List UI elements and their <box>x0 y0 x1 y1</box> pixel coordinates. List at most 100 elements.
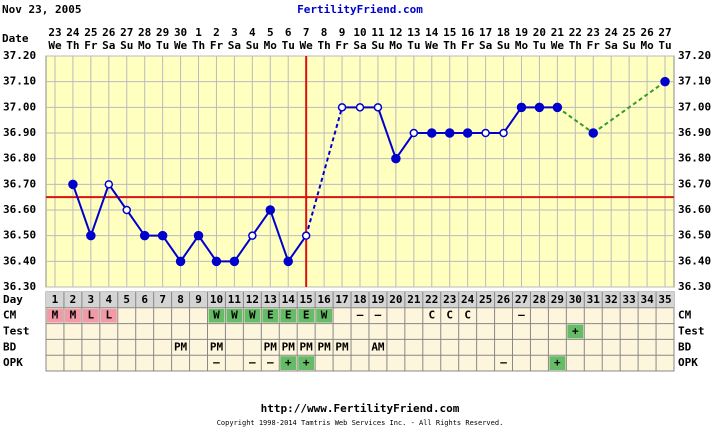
temperature-point <box>481 128 490 138</box>
gap-connector <box>556 106 594 134</box>
date-label: 14 <box>425 26 439 39</box>
cell-text: – <box>500 356 507 369</box>
cell-text: PM <box>317 340 331 353</box>
weekday-label: Mo <box>515 39 529 52</box>
day-number: 5 <box>123 293 130 306</box>
date-label: 27 <box>658 26 671 39</box>
date-label: 12 <box>389 26 402 39</box>
y-tick-label-right: 36.80 <box>678 152 711 165</box>
cell-fill <box>64 308 81 323</box>
weekday-label: Tu <box>658 39 671 52</box>
y-tick-label-right: 37.20 <box>678 49 711 62</box>
y-tick-label: 36.60 <box>3 203 36 216</box>
temperature-point <box>265 205 276 215</box>
date-label: 11 <box>371 26 385 39</box>
date-label: Date <box>2 32 29 45</box>
day-number: 1 <box>52 293 59 306</box>
weekday-label: Mo <box>389 39 403 52</box>
cell-text: E <box>303 309 310 322</box>
day-number: 11 <box>228 293 242 306</box>
day-number: 30 <box>569 293 582 306</box>
weekday-label: Th <box>443 39 456 52</box>
row-label-right: BD <box>678 340 692 353</box>
date-label: 19 <box>515 26 528 39</box>
row-label-right: OPK <box>678 356 698 369</box>
cell-text: – <box>375 309 382 322</box>
date-label: 7 <box>303 26 310 39</box>
day-number: 23 <box>443 293 456 306</box>
y-tick-label-right: 36.50 <box>678 229 711 242</box>
date-label: 24 <box>605 26 619 39</box>
temperature-point <box>193 230 204 241</box>
cell-text: – <box>357 309 364 322</box>
temperature-point <box>534 102 545 113</box>
footer-url[interactable]: http://www.FertilityFriend.com <box>261 402 460 415</box>
cell-text: PM <box>210 340 224 353</box>
cell-text: W <box>249 309 256 322</box>
weekday-label: Fr <box>461 39 475 52</box>
cell-text: W <box>321 309 328 322</box>
cell-text: PM <box>335 340 349 353</box>
date-label: 10 <box>353 26 366 39</box>
weekday-label: Tu <box>282 39 295 52</box>
weekday-label: Su <box>371 39 384 52</box>
chart-date: Nov 23, 2005 <box>2 3 81 16</box>
y-tick-label: 36.50 <box>3 229 36 242</box>
day-number: 18 <box>353 293 366 306</box>
date-label: 6 <box>285 26 292 39</box>
weekday-label: Mo <box>640 39 654 52</box>
day-number: 7 <box>159 293 166 306</box>
cell-fill <box>298 308 315 323</box>
cell-text: – <box>249 356 256 369</box>
cell-text: E <box>285 309 292 322</box>
date-label: 24 <box>66 26 80 39</box>
row-label: Test <box>3 325 30 338</box>
temperature-point <box>355 103 365 112</box>
day-number: 8 <box>177 293 184 306</box>
day-number: 16 <box>317 293 331 306</box>
cell-fill <box>262 308 279 323</box>
date-label: 25 <box>623 26 636 39</box>
site-name[interactable]: FertilityFriend.com <box>297 3 423 16</box>
date-label: 26 <box>640 26 654 39</box>
weekday-label: Su <box>120 39 133 52</box>
row-label: CM <box>3 309 17 322</box>
day-number: 29 <box>551 293 564 306</box>
temperature-point <box>157 230 168 241</box>
date-label: 23 <box>587 26 600 39</box>
footer-copyright: Copyright 1998-2014 Tamtris Web Services… <box>217 419 504 427</box>
y-tick-label-right: 36.40 <box>678 254 711 267</box>
day-number: 3 <box>88 293 95 306</box>
cell-text: C <box>446 309 453 322</box>
weekday-label: Tu <box>533 39 546 52</box>
temperature-point <box>122 205 131 215</box>
date-label: 4 <box>249 26 256 39</box>
date-label: 1 <box>195 26 202 39</box>
day-number: 14 <box>282 293 296 306</box>
cell-text: – <box>213 356 220 369</box>
day-number: 26 <box>497 293 511 306</box>
temperature-point <box>660 76 670 87</box>
date-label: 25 <box>84 26 97 39</box>
weekday-label: We <box>551 39 565 52</box>
weekday-label: Tu <box>407 39 420 52</box>
cell-text: + <box>303 356 310 369</box>
weekday-label: Th <box>317 39 330 52</box>
cell-text: – <box>518 309 525 322</box>
day-number: 17 <box>335 293 348 306</box>
cell-fill <box>226 308 243 323</box>
cell-fill <box>316 308 333 323</box>
cell-fill <box>208 308 225 323</box>
cell-text: E <box>267 309 274 322</box>
temperature-point <box>139 230 150 241</box>
cell-text: L <box>88 309 95 322</box>
cell-fill <box>567 324 584 339</box>
cell-fill <box>280 308 297 323</box>
date-label: 18 <box>497 26 510 39</box>
cell-text: + <box>554 356 561 369</box>
temperature-point <box>248 231 257 240</box>
weekday-label: Sa <box>228 39 241 52</box>
day-number: 12 <box>246 293 259 306</box>
cell-fill <box>280 356 297 370</box>
day-number: 6 <box>141 293 148 306</box>
